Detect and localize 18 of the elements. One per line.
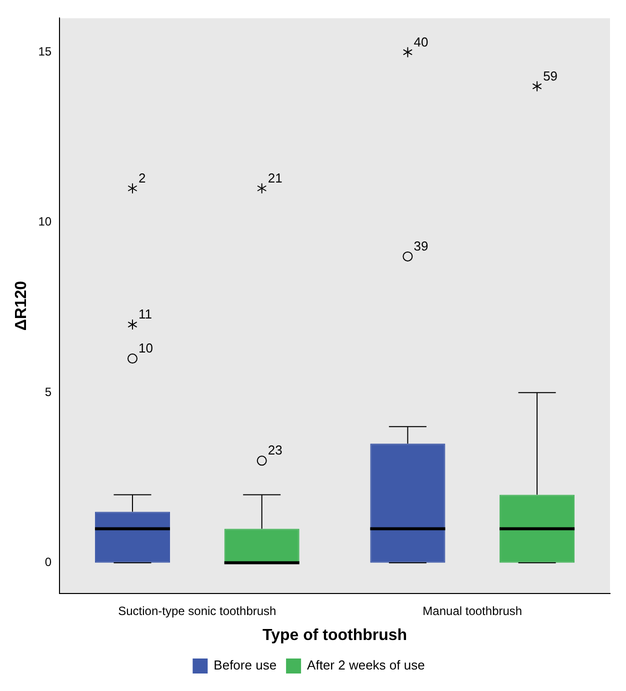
x-tick-label: Suction-type sonic toothbrush (118, 604, 276, 618)
legend-label: After 2 weeks of use (307, 658, 425, 673)
legend-label: Before use (214, 658, 277, 673)
annotation: 2 (138, 170, 146, 186)
x-tick-label: Manual toothbrush (422, 604, 522, 618)
annotation: 21 (268, 170, 282, 186)
annotation: 11 (138, 306, 152, 322)
annotation: 10 (138, 340, 153, 356)
annotation: 40 (414, 34, 428, 50)
y-tick-label: 10 (38, 214, 52, 229)
y-axis-title: ΔR120 (13, 280, 30, 331)
annotation: 23 (268, 442, 282, 458)
annotation: 39 (414, 238, 428, 254)
annotation: 59 (543, 68, 558, 84)
y-tick-label: 5 (44, 384, 52, 399)
x-axis-title: Type of toothbrush (262, 626, 408, 644)
y-tick-label: 0 (44, 555, 52, 570)
y-tick-label: 15 (38, 44, 52, 59)
